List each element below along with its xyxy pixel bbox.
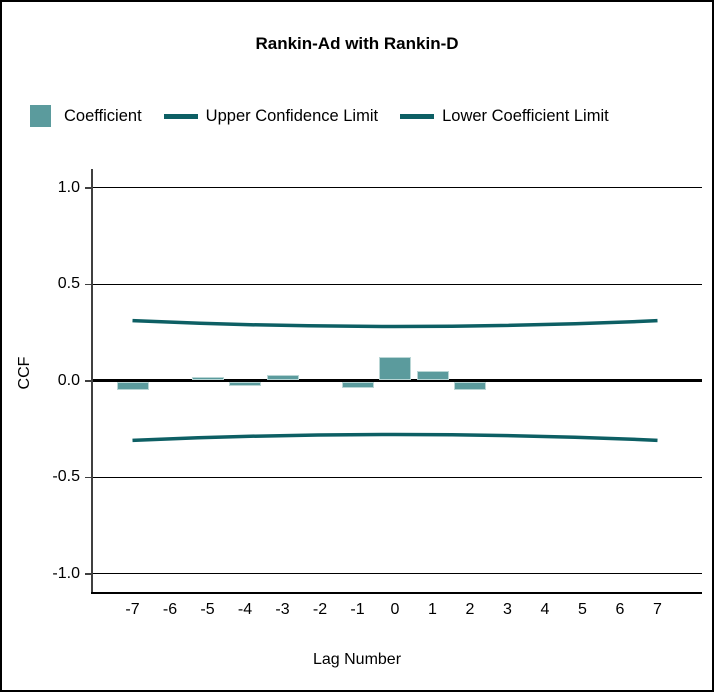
y-axis-tick <box>85 573 91 575</box>
x-tick-label: 1 <box>428 601 437 618</box>
coefficient-bar <box>116 382 149 390</box>
legend-item-lower-coefficient-limit: Lower Coefficient Limit <box>400 107 609 126</box>
x-tick-label: -6 <box>162 601 178 618</box>
coefficient-bar <box>191 376 224 381</box>
gridline <box>91 283 702 285</box>
y-axis-tick <box>85 380 91 382</box>
y-axis-tick <box>85 476 91 478</box>
y-axis-tick <box>85 187 91 189</box>
x-tick-label: 0 <box>390 601 400 618</box>
coefficient-bar <box>416 370 449 381</box>
x-tick-label: -2 <box>312 601 328 618</box>
x-tick-label: -4 <box>237 601 253 618</box>
upper-confidence-limit-curve <box>132 318 658 329</box>
x-tick-label: 4 <box>540 601 550 618</box>
confidence-limit-curves <box>132 318 658 443</box>
y-axis-line <box>91 169 93 593</box>
legend-item-coefficient: Coefficient <box>30 105 142 127</box>
lower-coefficient-limit-curve <box>132 432 658 443</box>
upper-limit-line-swatch-icon <box>163 113 198 119</box>
x-tick-label: 3 <box>503 601 512 618</box>
coefficient-bar <box>379 357 411 381</box>
x-tick-label: -7 <box>125 601 140 618</box>
gridline <box>91 573 702 575</box>
legend-label-lower-coefficient-limit: Lower Coefficient Limit <box>442 106 609 125</box>
x-axis-title: Lag Number <box>312 651 402 668</box>
y-tick-label: -0.5 <box>52 468 80 485</box>
gridline <box>91 187 702 189</box>
x-tick-label: 5 <box>578 601 587 618</box>
x-tick-label: -1 <box>350 601 365 618</box>
y-tick-label: 0.0 <box>57 371 80 389</box>
x-tick-label: 6 <box>615 601 625 618</box>
plot-area <box>85 169 702 594</box>
chart-title: Rankin-Ad with Rankin-D <box>255 34 459 53</box>
y-tick-label: -1.0 <box>52 564 80 582</box>
y-tick-label: 0.5 <box>57 275 80 292</box>
legend: Coefficient Upper Confidence Limit Lower… <box>30 105 706 127</box>
coefficient-swatch-icon <box>30 105 51 127</box>
lower-limit-line-swatch-icon <box>400 113 435 119</box>
coefficient-bar <box>341 382 374 388</box>
x-tick-label: 7 <box>653 601 662 618</box>
gridline <box>91 476 702 478</box>
legend-label-coefficient: Coefficient <box>64 106 142 125</box>
y-axis-tick <box>85 283 91 285</box>
x-tick-label: -3 <box>275 601 290 618</box>
coefficient-bar <box>454 382 486 390</box>
coefficient-bar <box>229 382 261 386</box>
x-tick-label: 2 <box>465 601 475 618</box>
x-axis-line <box>91 592 702 594</box>
coefficient-bar <box>266 374 299 381</box>
legend-label-upper-confidence-limit: Upper Confidence Limit <box>205 106 379 125</box>
zero-gridline <box>91 379 702 382</box>
x-tick-label: -5 <box>200 601 215 618</box>
y-axis-title: CCF <box>16 356 33 390</box>
y-tick-label: 1.0 <box>57 178 80 196</box>
legend-item-upper-confidence-limit: Upper Confidence Limit <box>163 106 379 126</box>
